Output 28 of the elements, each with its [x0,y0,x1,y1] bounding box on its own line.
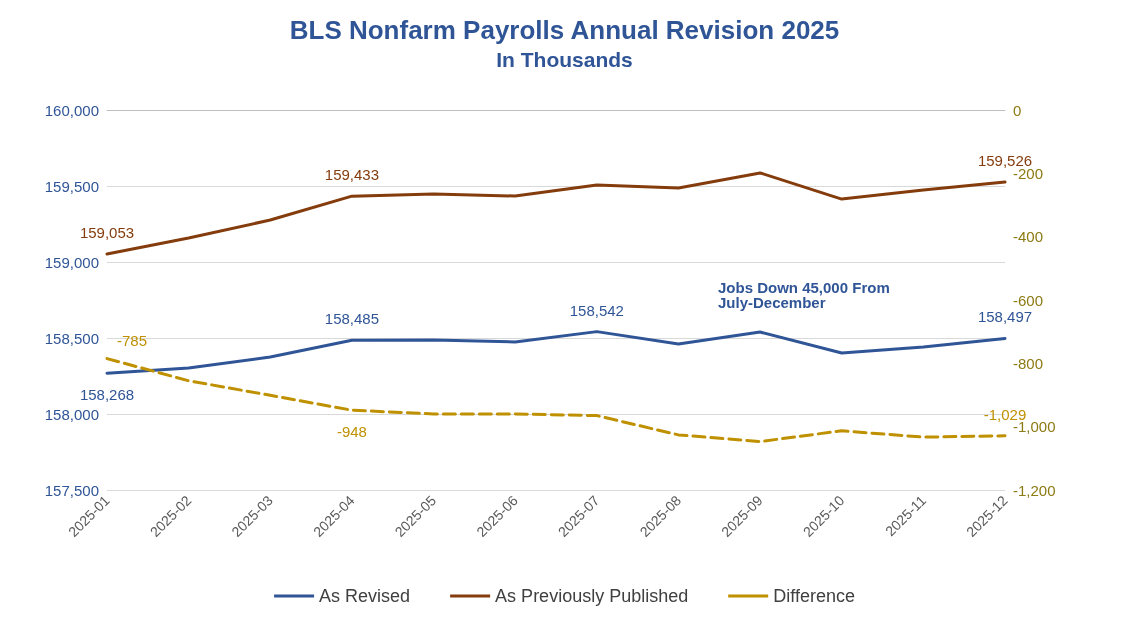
legend-label: Difference [773,586,855,606]
data-label: 158,268 [79,386,135,404]
y-tick-label: 159,500 [44,177,99,195]
data-label: -785 [117,332,148,350]
data-label: 159,433 [324,166,380,184]
y-tick-label: 157,500 [44,481,99,499]
chart-subtitle: In Thousands [496,48,633,71]
y2-tick-label: -400 [1013,228,1044,246]
y2-tick-label: -800 [1013,354,1044,372]
data-label: 159,053 [79,223,135,241]
y-tick-label: 160,000 [44,101,99,119]
data-label: 159,526 [977,152,1033,170]
y-tick-label: 158,000 [44,405,99,423]
y2-tick-label: -600 [1013,291,1044,309]
legend-label: As Revised [319,586,411,606]
data-label: 158,542 [569,301,624,319]
y2-tick-label: 0 [1013,101,1022,119]
data-label: -948 [336,423,367,441]
y2-tick-label: -1,200 [1013,481,1056,499]
y-tick-label: 159,000 [44,253,99,271]
data-label: -1,029 [983,405,1027,423]
chart-title: BLS Nonfarm Payrolls Annual Revision 2025 [289,15,840,45]
line-series [105,330,1007,375]
y-tick-label: 158,500 [44,329,99,347]
annotation: Jobs Down 45,000 From July-December [718,279,890,311]
data-label: 158,497 [977,308,1033,326]
data-label: 158,485 [324,310,380,328]
legend-label: As Previously Published [495,586,689,606]
